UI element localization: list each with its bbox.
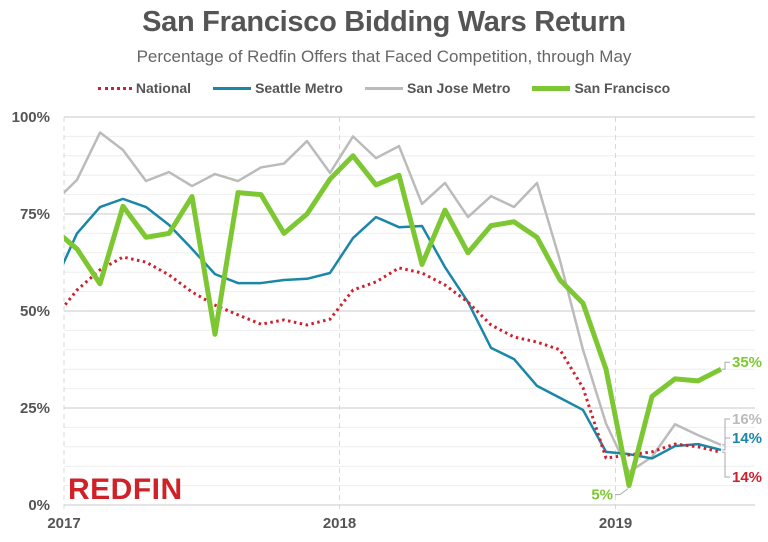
redfin-logo: REDFIN: [68, 473, 183, 506]
y-tick-label: 75%: [20, 206, 50, 223]
series-line-san-francisco: [64, 153, 723, 489]
series-line-san-jose-metro: [64, 131, 722, 474]
end-value-label: 35%: [732, 354, 762, 371]
y-tick-label: 100%: [12, 109, 50, 126]
label-leader-line: [722, 361, 730, 370]
end-value-label: 14%: [732, 469, 762, 486]
legend-label: San Francisco: [574, 80, 671, 96]
y-tick-label: 0%: [28, 497, 50, 514]
y-tick-label: 25%: [20, 400, 50, 417]
legend-item-san-francisco: San Francisco: [532, 80, 670, 96]
legend-item-national: National: [97, 80, 192, 96]
chart-subtitle: Percentage of Redfin Offers that Faced C…: [136, 47, 632, 66]
legend: National Seattle Metro San Jose Metro Sa…: [0, 80, 768, 96]
y-tick-label: 50%: [20, 303, 50, 320]
chart-title: San Francisco Bidding Wars Return: [142, 6, 626, 38]
legend-label: National: [135, 80, 192, 96]
legend-swatch: [213, 86, 252, 90]
label-leader-line: [722, 451, 730, 478]
end-value-label: 16%: [732, 411, 762, 428]
legend-swatch: [97, 86, 132, 90]
label-leader-line: [615, 488, 629, 496]
series-line-national: [64, 255, 722, 460]
x-tick-label: 2019: [599, 515, 632, 532]
legend-swatch: [532, 85, 571, 91]
legend-swatch: [364, 86, 403, 90]
legend-item-seattle: Seattle Metro: [213, 80, 343, 96]
label-leader-line: [722, 437, 730, 451]
end-value-label: 14%: [732, 430, 762, 447]
x-tick-label: 2018: [323, 515, 356, 532]
legend-item-san-jose: San Jose Metro: [364, 80, 511, 96]
legend-label: San Jose Metro: [406, 80, 511, 96]
series-line-seattle-metro: [64, 197, 722, 460]
x-tick-label: 2017: [47, 515, 80, 532]
min-value-label: 5%: [591, 487, 613, 504]
label-leader-line: [722, 418, 730, 446]
legend-label: Seattle Metro: [255, 80, 343, 96]
